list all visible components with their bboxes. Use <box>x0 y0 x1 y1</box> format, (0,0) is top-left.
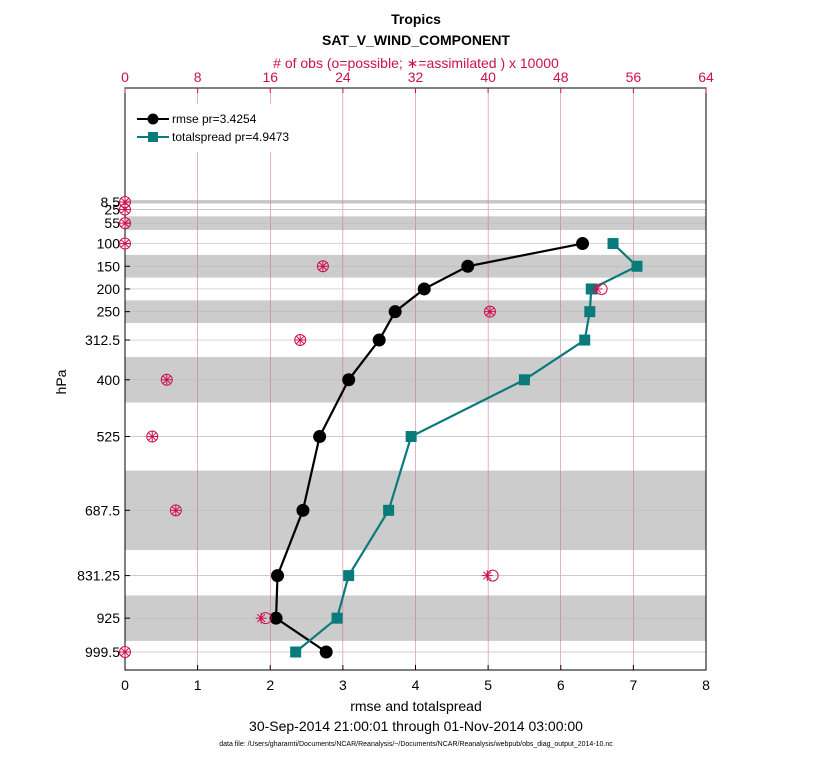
obs-assimilated-8-stroke-3 <box>162 375 171 384</box>
obs-assimilated-5-stroke-3 <box>592 284 602 294</box>
series-0-point-0 <box>576 237 590 251</box>
chart-subtitle: SAT_V_WIND_COMPONENT <box>322 32 510 48</box>
obs-assimilated-13 <box>119 646 131 658</box>
obs-assimilated-8 <box>161 374 173 386</box>
obs-assimilated-10 <box>170 504 182 516</box>
obs-markers <box>119 196 608 658</box>
top-tick-label-5: 40 <box>480 69 496 85</box>
obs-assimilated-0-stroke-3 <box>120 197 130 207</box>
top-tick-label-8: 64 <box>698 69 714 85</box>
top-tick-label-0: 0 <box>121 69 129 85</box>
series-1-point-9 <box>331 612 343 624</box>
y-tick-label-6: 250 <box>97 304 121 320</box>
y-tick-label-0: 8.5 <box>101 194 121 210</box>
y-tick-label-3: 100 <box>97 236 121 252</box>
top-tick-label-4: 32 <box>408 69 424 85</box>
obs-assimilated-7 <box>294 334 306 346</box>
chart-title: Tropics <box>391 11 441 27</box>
series-0-point-5 <box>342 373 356 387</box>
x-tick-label-6: 6 <box>557 677 565 693</box>
series-1-point-8 <box>343 570 355 582</box>
obs-assimilated-3-stroke-3 <box>120 239 130 248</box>
series-0-point-10 <box>319 645 333 659</box>
top-tick-label-2: 16 <box>262 69 278 85</box>
series-1-point-2 <box>585 283 597 295</box>
x-tick-label-5: 5 <box>484 677 492 693</box>
top-tick-label-3: 24 <box>335 69 351 85</box>
series-1-point-3 <box>584 306 596 318</box>
obs-assimilated-5 <box>591 283 603 295</box>
y-tick-label-7: 312.5 <box>85 332 120 348</box>
series-layer <box>269 237 643 659</box>
series-0-point-8 <box>271 569 285 583</box>
legend-label-rmse: rmse pr=3.4254 <box>172 112 257 126</box>
y-tick-label-5: 200 <box>97 281 121 297</box>
y-tick-label-1: 25 <box>104 201 120 217</box>
x-axis-label: rmse and totalspread <box>350 698 482 714</box>
x-tick-label-0: 0 <box>121 677 129 693</box>
obs-assimilated-6 <box>484 306 496 318</box>
date-range: 30-Sep-2014 21:00:01 through 01-Nov-2014… <box>249 718 583 734</box>
obs-assimilated-6-stroke-3 <box>485 307 495 316</box>
obs-assimilated-1-stroke-3 <box>120 205 130 214</box>
y-tick-label-10: 687.5 <box>85 502 120 518</box>
legend-label-totalspread: totalspread pr=4.9473 <box>172 130 289 144</box>
obs-assimilated-9-stroke-3 <box>148 432 157 441</box>
x-tick-label-3: 3 <box>339 677 347 693</box>
y-tick-label-2: 55 <box>104 215 120 231</box>
y-tick-label-8: 400 <box>97 372 121 388</box>
obs-assimilated-3 <box>119 238 131 250</box>
obs-assimilated-12-stroke-3 <box>256 613 266 623</box>
top-tick-label-7: 56 <box>626 69 642 85</box>
x-tick-label-8: 8 <box>702 677 710 693</box>
obs-assimilated-12 <box>255 612 267 624</box>
legend-marker-rmse <box>147 113 159 125</box>
x-tick-label-4: 4 <box>412 677 420 693</box>
series-1-point-0 <box>607 238 619 250</box>
series-0-point-2 <box>417 282 431 296</box>
top-tick-label-1: 8 <box>194 69 202 85</box>
obs-assimilated-2-stroke-3 <box>120 218 130 228</box>
series-0-point-9 <box>269 611 283 625</box>
series-1-point-7 <box>383 504 395 516</box>
series-0-point-4 <box>372 333 386 347</box>
series-1-point-10 <box>290 646 302 658</box>
series-0-point-3 <box>388 305 402 319</box>
data-file-note: data file: /Users/gharamti/Documents/NCA… <box>219 741 613 748</box>
series-1-point-1 <box>631 260 643 272</box>
obs-assimilated-1 <box>119 203 131 215</box>
obs-assimilated-7-stroke-3 <box>296 335 305 345</box>
top-axis-label: # of obs (o=possible; ∗=assimilated ) x … <box>273 55 559 71</box>
obs-assimilated-10-stroke-3 <box>171 506 181 515</box>
obs-assimilated-11-stroke-3 <box>483 571 492 580</box>
obs-assimilated-4-stroke-3 <box>318 262 328 271</box>
y-tick-label-11: 831.25 <box>77 568 120 584</box>
series-1-point-6 <box>405 431 417 443</box>
series-0-point-7 <box>296 503 310 517</box>
axis-ticks: 0 1 2 3 4 5 6 7 80 8 16 24 32 40 48 56 648.5255510015020… <box>77 69 714 693</box>
y-tick-label-9: 525 <box>97 429 121 445</box>
series-0-point-1 <box>461 259 475 273</box>
y-tick-label-12: 925 <box>97 610 121 626</box>
top-tick-label-6: 48 <box>553 69 569 85</box>
y-axis-label: hPa <box>53 369 69 394</box>
obs-assimilated-11 <box>481 570 493 582</box>
x-tick-label-7: 7 <box>629 677 637 693</box>
x-tick-label-1: 1 <box>194 677 202 693</box>
x-tick-label-2: 2 <box>266 677 274 693</box>
obs-assimilated-2 <box>119 217 131 229</box>
series-1-point-5 <box>518 374 530 386</box>
obs-assimilated-4 <box>317 260 329 272</box>
obs-assimilated-13-stroke-3 <box>120 647 130 657</box>
legend-marker-totalspread <box>148 132 158 142</box>
legend: rmse pr=3.4254 totalspread pr=4.9473 <box>131 104 323 152</box>
y-tick-label-4: 150 <box>97 258 121 274</box>
legend-box <box>131 104 323 152</box>
series-1-point-4 <box>579 334 591 346</box>
series-0-point-6 <box>313 430 327 444</box>
obs-assimilated-9 <box>146 431 158 443</box>
y-tick-label-13: 999.5 <box>85 644 120 660</box>
grid-lines <box>125 88 706 670</box>
